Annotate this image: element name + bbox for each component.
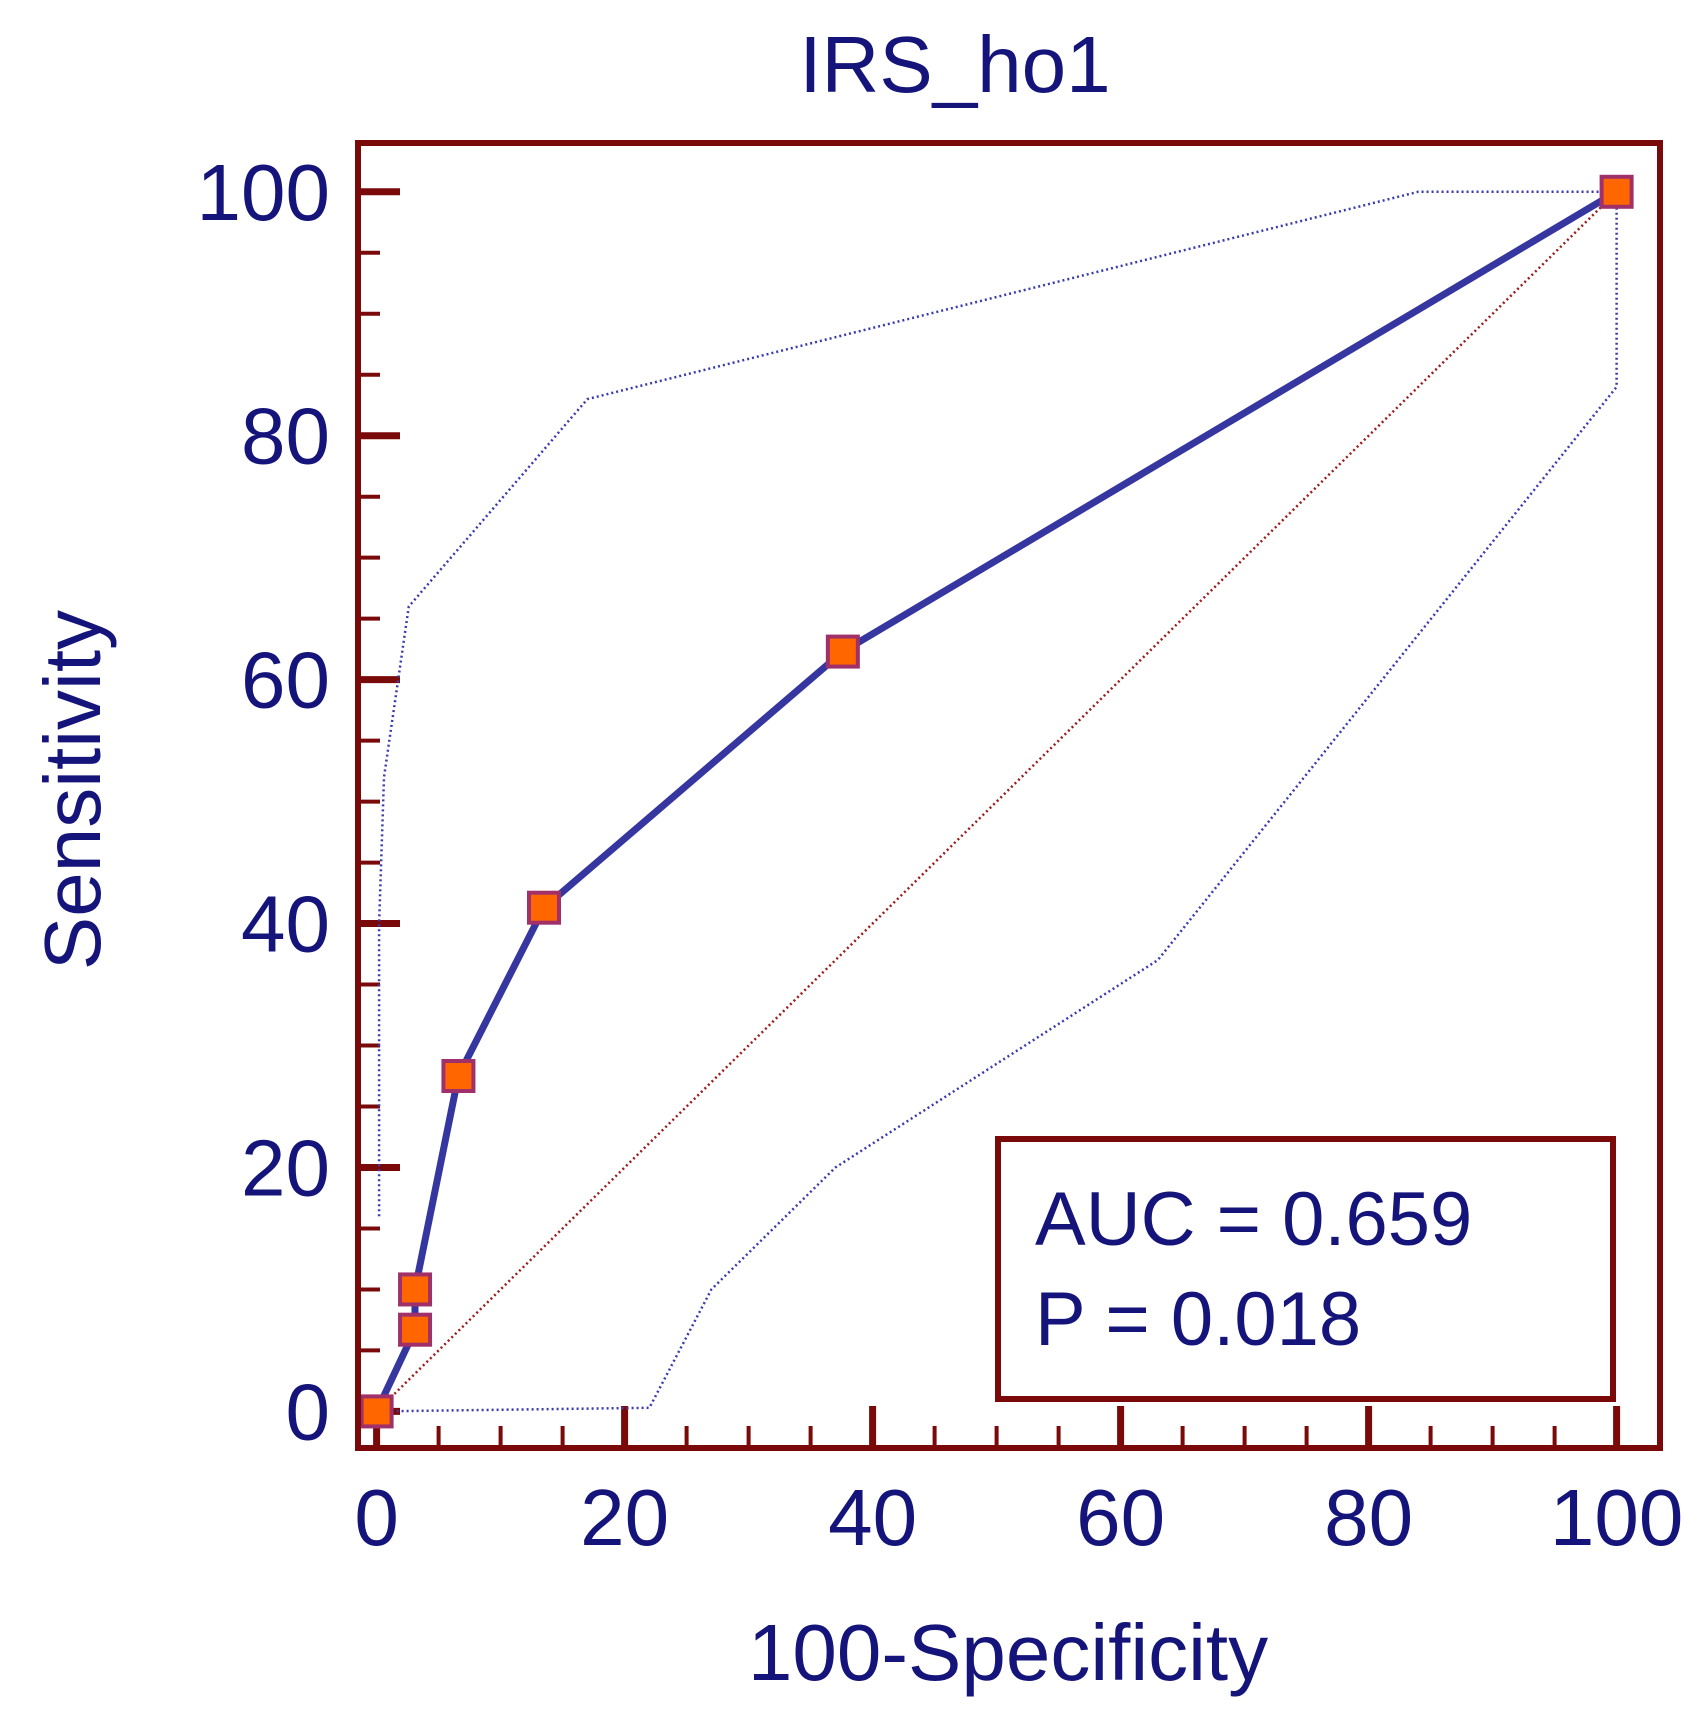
chart-title: IRS_ho1 <box>799 20 1110 109</box>
roc-point <box>1599 174 1634 209</box>
roc-point <box>398 1312 433 1347</box>
roc-markers <box>359 174 1634 1429</box>
y-axis-label: Sensitivity <box>28 610 117 970</box>
plot-frame <box>355 140 1663 1451</box>
x-tick-label: 100 <box>1550 1473 1683 1562</box>
roc-point <box>825 634 860 669</box>
y-tick-label: 80 <box>241 392 330 481</box>
y-tick-label: 40 <box>241 880 330 969</box>
x-tick-label: 80 <box>1324 1473 1413 1562</box>
roc-point <box>441 1059 476 1094</box>
roc-point <box>359 1394 394 1429</box>
x-tick-label: 20 <box>580 1473 669 1562</box>
x-tick-label: 0 <box>354 1473 399 1562</box>
x-axis-label: 100-Specificity <box>748 1608 1268 1697</box>
p-value-text: P = 0.018 <box>1035 1277 1361 1362</box>
roc-point <box>527 890 561 925</box>
y-tick-label: 100 <box>197 148 330 237</box>
auc-annotation-box: AUC = 0.659 P = 0.018 <box>995 1136 1616 1402</box>
tick-labels: 0 20 40 60 80 100 0 20 40 60 80 100 <box>197 148 1684 1562</box>
ci-upper-line <box>377 190 1617 1217</box>
y-tick-label: 0 <box>286 1367 331 1456</box>
y-tick-label: 60 <box>241 636 330 725</box>
y-tick-label: 20 <box>241 1123 330 1212</box>
annotation-frame <box>995 1136 1616 1402</box>
ci-lower-line <box>376 191 1618 1413</box>
x-tick-label: 40 <box>828 1473 917 1562</box>
auc-text: AUC = 0.659 <box>1035 1177 1472 1262</box>
x-tick-label: 60 <box>1076 1473 1165 1562</box>
roc-point <box>398 1272 433 1307</box>
